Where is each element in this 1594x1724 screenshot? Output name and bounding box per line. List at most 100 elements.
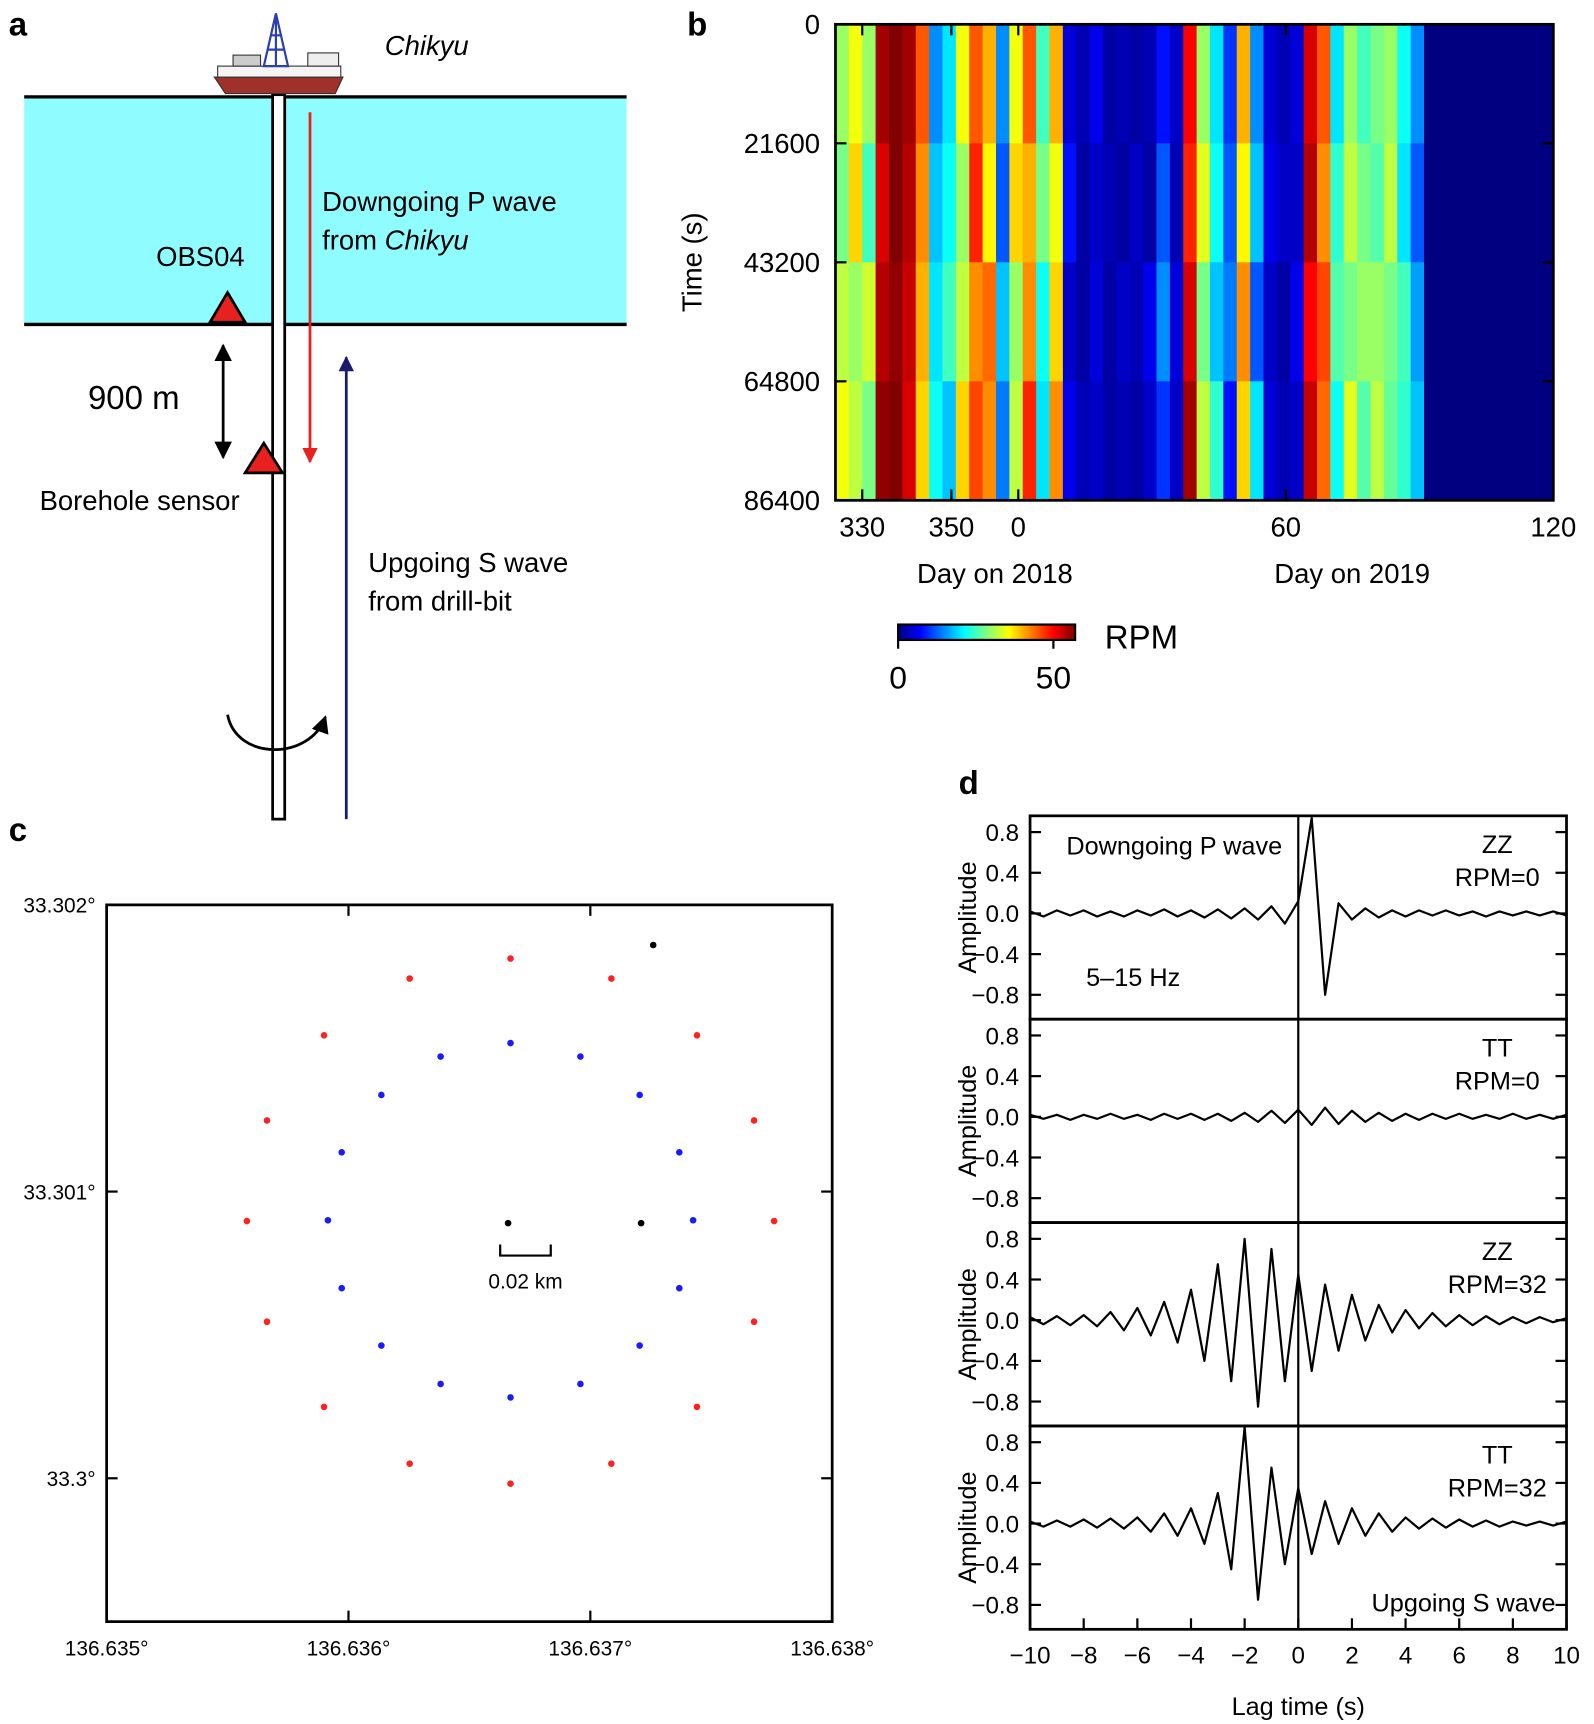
y-tick-label: 0.4 — [985, 1471, 1019, 1498]
colorbar-swatch — [986, 624, 990, 640]
y-tick-label: 0.8 — [985, 820, 1019, 847]
heatmap-cell — [1250, 24, 1265, 144]
colorbar-swatch — [906, 624, 910, 640]
y-axis-label: Amplitude — [954, 861, 982, 973]
x-tick-label: 60 — [1271, 512, 1302, 543]
panel-annotation: TT — [1482, 1441, 1513, 1469]
heatmap-cell — [1210, 24, 1225, 144]
colorbar-swatch — [1030, 624, 1034, 640]
p-wave-label-ship: Chikyu — [385, 225, 469, 256]
heatmap-cell — [875, 262, 890, 382]
panel-annotation: ZZ — [1482, 1238, 1513, 1266]
heatmap-cell — [1022, 262, 1037, 382]
y-axis-label: Amplitude — [954, 1268, 982, 1380]
borehole-marker — [242, 440, 286, 475]
x-tick-label: 136.638° — [790, 1638, 874, 1661]
colorbar-swatch — [1057, 624, 1061, 640]
scatter-point — [263, 1318, 271, 1326]
heatmap-cell — [862, 262, 877, 382]
heatmap-cell — [1357, 262, 1372, 382]
colorbar-swatch — [1053, 624, 1056, 640]
x-tick-label: 0 — [1011, 512, 1026, 543]
heatmap-cell — [1303, 24, 1318, 144]
heatmap-cell — [1276, 143, 1291, 263]
heatmap-cell — [982, 143, 997, 263]
heatmap-cell — [1129, 262, 1144, 382]
heatmap-cell — [1129, 24, 1144, 144]
heatmap-cell — [1009, 143, 1024, 263]
y-tick-label: 0.4 — [985, 1064, 1019, 1091]
waveform — [1029, 816, 1567, 996]
heatmap-cell — [1089, 24, 1104, 144]
colorbar-swatch — [988, 624, 992, 640]
colorbar-swatch — [962, 624, 966, 640]
colorbar-swatch — [951, 624, 954, 640]
heatmap-cell — [1250, 262, 1265, 382]
colorbar-swatch — [993, 624, 997, 640]
heatmap-cell — [915, 381, 930, 501]
scatter-point — [608, 975, 615, 982]
heatmap-cell — [1330, 24, 1345, 144]
heatmap-cell — [929, 24, 944, 144]
colorbar-swatch — [979, 624, 983, 640]
heatmap-cell — [1290, 24, 1305, 144]
colorbar-swatch — [966, 624, 970, 640]
panel-annotation: TT — [1482, 1035, 1513, 1063]
heatmap-cell — [955, 24, 970, 144]
colorbar-swatch — [931, 624, 935, 640]
x-tick-label: −4 — [1177, 1642, 1205, 1669]
y-tick-label: 0.0 — [985, 1105, 1019, 1132]
scatter-point — [649, 941, 657, 949]
scatter-point — [320, 1403, 328, 1411]
heatmap-cell — [1076, 262, 1091, 382]
colorbar-swatch — [1006, 624, 1010, 640]
heatmap-cell — [1276, 381, 1291, 501]
heatmap-cell — [969, 24, 984, 144]
scatter-point — [750, 1318, 758, 1326]
heatmap-cell — [1143, 24, 1158, 144]
heatmap-cell — [1089, 381, 1104, 501]
heatmap-cell — [1049, 381, 1064, 501]
x-tick-label: −6 — [1124, 1642, 1152, 1669]
scatter-point — [637, 1219, 645, 1227]
scatter-point — [507, 1039, 514, 1047]
colorbar-swatch — [971, 624, 974, 640]
borehole-label: Borehole sensor — [40, 485, 240, 516]
scatter-point — [608, 1460, 615, 1467]
x-tick-label: 350 — [928, 512, 974, 543]
heatmap-cell — [902, 262, 917, 382]
panel-annotation: RPM=0 — [1455, 1068, 1540, 1096]
scatter-point — [689, 1216, 697, 1224]
colorbar-swatch — [942, 624, 946, 640]
colorbar-swatch — [949, 624, 952, 640]
rotation-arrow — [226, 714, 329, 751]
y-tick-label: 0.8 — [985, 1023, 1019, 1050]
colorbar-swatch — [1039, 624, 1043, 640]
heatmap-cell — [1276, 24, 1291, 144]
heatmap-cell — [1410, 24, 1425, 144]
panel-label: c — [9, 811, 27, 848]
heatmap-cell — [942, 24, 957, 144]
heatmap-cell — [1357, 381, 1372, 501]
scatter-point — [320, 1032, 328, 1039]
heatmap-cell — [1303, 381, 1318, 501]
ship — [213, 13, 344, 95]
heatmap-cell — [1357, 24, 1372, 144]
colorbar-swatch — [944, 624, 948, 640]
panel-annotation: Downgoing P wave — [1066, 832, 1282, 860]
colorbar-swatch — [960, 624, 963, 640]
scatter-point — [507, 1480, 514, 1488]
heatmap-cell — [1330, 143, 1345, 263]
scatter-point — [693, 1403, 701, 1411]
heatmap-cell — [1009, 262, 1024, 382]
x-tick-label: 10 — [1553, 1642, 1580, 1669]
heatmap-cell — [1370, 143, 1385, 263]
heatmap-cell — [1383, 143, 1398, 263]
colorbar-tick-label: 50 — [1036, 659, 1071, 695]
heatmap-cell — [888, 24, 904, 144]
scatter-point — [507, 1394, 514, 1401]
heatmap-cell — [1290, 381, 1305, 501]
heatmap-cell — [1076, 143, 1091, 263]
colorbar-swatch — [1010, 624, 1014, 640]
y-tick-label: −0.8 — [971, 1389, 1019, 1416]
